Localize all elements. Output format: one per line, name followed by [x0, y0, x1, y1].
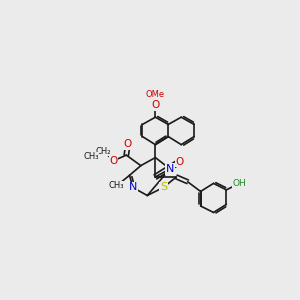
Text: N: N [166, 164, 174, 174]
Text: S: S [160, 182, 167, 192]
Text: N: N [129, 182, 137, 192]
Text: CH₃: CH₃ [109, 181, 124, 190]
Text: O: O [176, 157, 184, 166]
Text: O: O [151, 100, 160, 110]
Text: OMe: OMe [146, 90, 165, 99]
Text: CH₃: CH₃ [83, 152, 98, 161]
Text: O: O [124, 139, 132, 149]
Text: O: O [109, 156, 118, 166]
Text: OH: OH [232, 179, 246, 188]
Text: CH₂: CH₂ [96, 147, 111, 156]
